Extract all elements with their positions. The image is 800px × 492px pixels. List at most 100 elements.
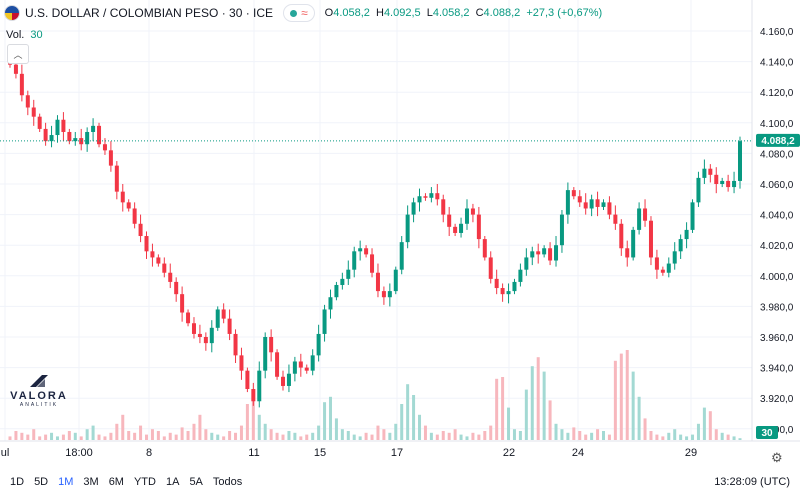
volume-bar [584,434,588,440]
candle-body [470,208,475,215]
candle-body [328,297,333,310]
volume-bar [145,434,149,440]
candle-body [375,272,380,292]
range-1m-button[interactable]: 1M [58,475,74,488]
range-6m-button[interactable]: 6M [108,475,124,488]
candle-body [304,367,309,371]
x-tick-label: 15 [314,447,326,459]
candle-body [554,245,559,261]
candle-body [251,389,256,402]
collapse-legend-button[interactable]: ︿ [7,44,29,64]
candle-body [108,150,113,166]
candle-body [73,138,78,142]
candle-body [186,312,191,324]
volume-bar [512,429,516,440]
candle-body [714,174,719,184]
candle-body [310,355,315,371]
volume-bar [696,423,700,440]
candle-body [672,251,677,264]
volume-bar [305,434,309,440]
candle-body [269,337,274,353]
candle-body [233,333,238,356]
volume-bar [714,429,718,440]
candle-body [275,352,280,377]
candle-body [346,269,351,279]
volume-bar [328,396,332,440]
price-axis[interactable]: 4.160,0 4.140,0 4.120,0 4.100,0 4.080,0 4.060… [760,27,794,436]
range-all-button[interactable]: Todos [212,475,243,488]
volume-bar [192,423,196,440]
candle-body [607,202,612,215]
candle-body [85,131,90,145]
y-tick-label: 4.060,0 [760,180,794,191]
volume-bar [251,395,255,440]
utc-clock[interactable]: 13:28:09 (UTC) [714,475,790,488]
y-tick-label: 4.160,0 [760,27,794,38]
candle-body [708,168,713,175]
candle-body [464,208,469,224]
candle-body [583,202,588,209]
volume-bar [38,436,42,440]
candle-body [221,309,226,319]
candle-body [358,248,363,252]
volume-bar [358,436,362,440]
range-1d-button[interactable]: 1D [10,475,25,488]
volume-bar [572,427,576,440]
volume-bar [162,436,166,440]
volume-bar [643,418,647,440]
volume-bar [429,432,433,440]
volume-bar [174,434,178,440]
volume-bar [566,432,570,440]
candle-body [506,291,511,295]
low-key: L [426,7,433,19]
candle-body [239,355,244,371]
volume-bar [453,429,457,440]
time-axis[interactable]: ul 18:00 8 11 15 17 22 24 29 [1,447,697,459]
y-tick-label: 4.040,0 [760,211,794,222]
volume-bar [198,414,202,440]
candle-body [423,196,428,198]
volume-bar [168,432,172,440]
x-tick-label: ul [1,447,10,459]
candle-body [298,361,303,368]
volume-bar [548,400,552,440]
candle-body [619,223,624,249]
candle-body [203,337,208,344]
y-tick-label: 4.120,0 [760,88,794,99]
candle-body [55,119,60,136]
range-3m-button[interactable]: 3M [83,475,99,488]
range-1a-button[interactable]: 1A [165,475,180,488]
volume-value: 30 [30,29,43,41]
volume-bar [619,353,623,440]
candle-body [102,144,107,151]
x-tick-label: 29 [685,447,697,459]
volume-bar [228,431,232,440]
candle-body [690,202,695,230]
volume-bar [61,434,65,440]
candle-body [660,269,665,273]
last-price-label: 4.088,2 [761,136,795,147]
candle-body [447,214,452,227]
range-ytd-button[interactable]: YTD [133,475,156,488]
volume-bar [530,366,534,440]
logo-mark-icon [30,375,48,387]
range-5a-button[interactable]: 5A [189,475,203,488]
chevron-up-icon: ︿ [13,49,23,60]
candle-body [684,229,689,240]
candle-body [97,125,102,145]
range-5d-button[interactable]: 5D [34,475,49,488]
market-status-pill[interactable]: ≈ [283,4,315,22]
high-value: 4.092,5 [383,7,421,19]
volume-bar [489,425,493,440]
y-tick-label: 3.960,0 [760,333,794,344]
chart-header: U.S. DOLLAR / COLOMBIAN PESO · 30 · ICE … [0,0,757,26]
volume-bar [370,434,374,440]
close-key: C [475,7,484,19]
volume-bar [601,431,605,440]
volume-bar [542,371,546,440]
settings-gear-icon[interactable]: ⚙ [771,450,783,465]
candle-body [281,376,286,386]
symbol-title[interactable]: U.S. DOLLAR / COLOMBIAN PESO · 30 · ICE [25,6,274,20]
range-toolbar: 1D 5D 1M 3M 6M YTD 1A 5A Todos 13:28:09 … [0,471,800,492]
